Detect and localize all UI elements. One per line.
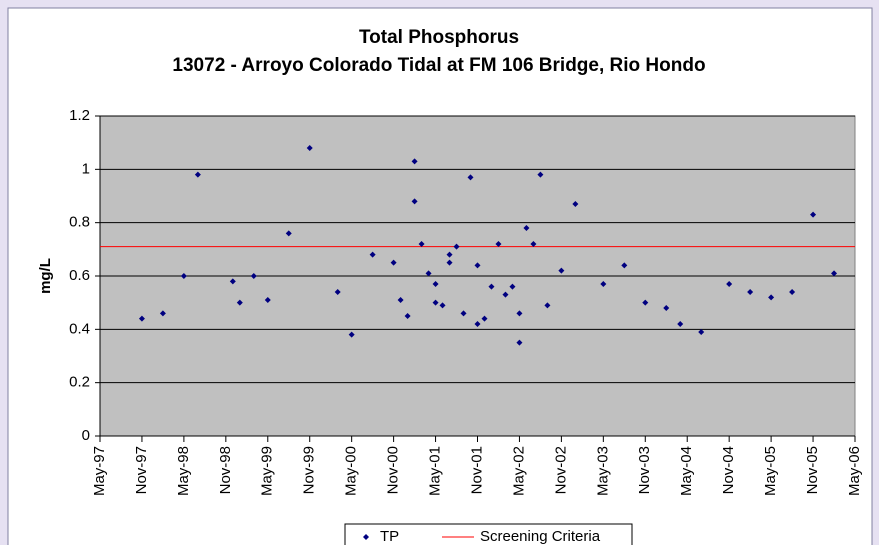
data-point bbox=[439, 302, 446, 309]
data-point bbox=[250, 273, 257, 279]
x-tick-label: Nov-00 bbox=[385, 446, 402, 494]
data-point bbox=[453, 243, 460, 250]
x-tick-label: Nov-02 bbox=[552, 446, 569, 494]
data-point bbox=[726, 281, 733, 287]
x-tick-label: Nov-01 bbox=[468, 446, 485, 494]
legend-label: TP bbox=[380, 528, 399, 545]
data-point bbox=[180, 273, 187, 279]
chart-subtitle: 13072 - Arroyo Colorado Tidal at FM 106 … bbox=[172, 55, 705, 76]
data-point bbox=[467, 174, 474, 181]
data-point bbox=[306, 145, 313, 151]
data-point bbox=[348, 331, 355, 338]
data-point bbox=[572, 201, 579, 207]
data-point bbox=[621, 262, 628, 269]
data-point bbox=[642, 299, 649, 306]
data-point bbox=[425, 270, 432, 277]
data-point bbox=[229, 278, 236, 285]
data-point bbox=[488, 283, 495, 290]
legend-label: Screening Criteria bbox=[480, 528, 601, 545]
data-point bbox=[516, 310, 523, 317]
x-tick-label: May-06 bbox=[846, 446, 863, 496]
y-tick-label: 1 bbox=[82, 160, 90, 177]
data-point bbox=[236, 299, 243, 306]
y-tick-label: 0 bbox=[82, 427, 90, 444]
data-point bbox=[460, 310, 467, 317]
data-point bbox=[432, 281, 439, 287]
data-point bbox=[544, 302, 551, 309]
data-point bbox=[474, 321, 481, 327]
x-tick-label: Nov-05 bbox=[804, 446, 821, 494]
chart-title: Total Phosphorus bbox=[359, 27, 519, 48]
data-point bbox=[789, 289, 796, 295]
data-point bbox=[390, 259, 397, 266]
x-tick-label: Nov-03 bbox=[636, 446, 653, 494]
data-point bbox=[418, 241, 425, 247]
data-point bbox=[523, 225, 530, 231]
data-point bbox=[446, 259, 453, 266]
data-point bbox=[411, 158, 418, 165]
y-tick-label: 0.2 bbox=[69, 374, 90, 391]
x-tick-label: May-01 bbox=[427, 446, 444, 496]
data-point bbox=[411, 198, 418, 205]
data-point bbox=[495, 241, 502, 247]
x-tick-label: May-02 bbox=[510, 446, 527, 496]
x-tick-label: May-99 bbox=[259, 446, 276, 496]
data-point bbox=[831, 270, 838, 277]
x-tick-label: Nov-99 bbox=[301, 446, 318, 494]
data-point bbox=[537, 171, 544, 178]
x-tick-label: Nov-04 bbox=[720, 446, 737, 494]
data-point bbox=[600, 281, 607, 287]
data-point bbox=[663, 305, 670, 311]
data-point bbox=[264, 297, 271, 303]
data-point bbox=[474, 262, 481, 269]
x-tick-label: May-04 bbox=[678, 446, 695, 496]
data-point bbox=[159, 310, 166, 317]
data-point bbox=[194, 171, 201, 178]
y-tick-label: 0.4 bbox=[69, 320, 90, 337]
data-point bbox=[516, 339, 523, 346]
x-tick-label: May-97 bbox=[91, 446, 108, 496]
data-point bbox=[698, 329, 705, 335]
data-point bbox=[481, 315, 488, 322]
data-point bbox=[509, 283, 516, 290]
data-point bbox=[404, 313, 411, 319]
data-point bbox=[677, 321, 684, 327]
y-tick-label: 0.6 bbox=[69, 267, 90, 284]
x-tick-label: May-00 bbox=[343, 446, 360, 496]
legend-box bbox=[344, 523, 633, 545]
x-tick-label: Nov-97 bbox=[133, 446, 150, 494]
x-tick-label: Nov-98 bbox=[217, 446, 234, 494]
x-tick-label: May-03 bbox=[594, 446, 611, 496]
data-point bbox=[446, 251, 453, 258]
data-point bbox=[530, 241, 537, 247]
data-point bbox=[369, 251, 376, 258]
data-point bbox=[502, 291, 509, 298]
data-point bbox=[768, 294, 775, 301]
data-point bbox=[334, 289, 341, 295]
data-point bbox=[397, 297, 404, 303]
y-tick-label: 0.8 bbox=[69, 214, 90, 231]
data-point bbox=[747, 289, 754, 295]
y-tick-label: 1.2 bbox=[69, 107, 90, 124]
x-tick-label: May-98 bbox=[175, 446, 192, 496]
y-axis-label: mg/L bbox=[37, 258, 54, 294]
data-point bbox=[432, 299, 439, 306]
x-tick-label: May-05 bbox=[762, 446, 779, 496]
data-point bbox=[285, 230, 292, 237]
data-point bbox=[138, 315, 145, 322]
data-point bbox=[558, 267, 565, 274]
legend-marker bbox=[363, 534, 369, 540]
data-point bbox=[810, 211, 817, 218]
